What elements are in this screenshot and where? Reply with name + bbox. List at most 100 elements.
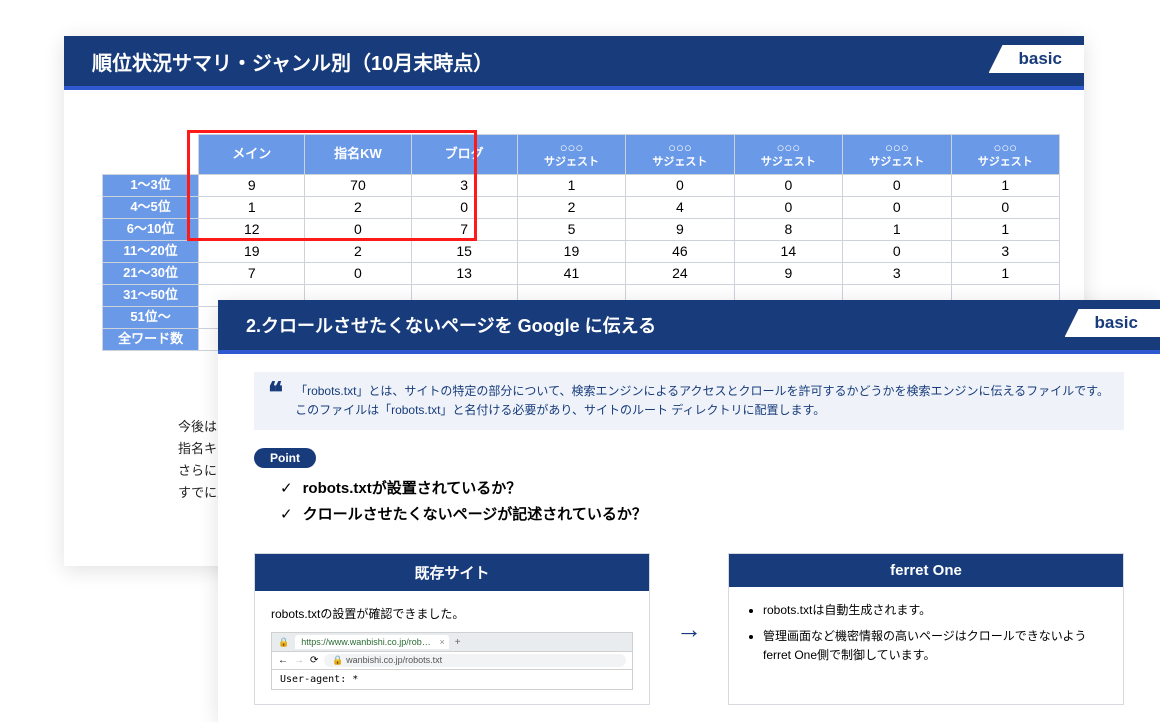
table-cell: 2 <box>305 197 411 219</box>
slide1-badge: basic <box>989 45 1084 73</box>
point-item: ✓robots.txtが設置されているか？ <box>280 476 1124 502</box>
new-tab-button[interactable]: + <box>455 637 461 648</box>
slide-robots-txt: 2.クロールさせたくないページを Google に伝える basic ❝ 「ro… <box>218 300 1160 722</box>
table-cell: 9 <box>199 175 305 197</box>
arrow-icon: → <box>676 614 702 645</box>
col-ferret-one: ferret One robots.txtは自動生成されます。 管理画面など機密… <box>728 553 1124 705</box>
nav-fwd-icon[interactable]: → <box>294 655 304 666</box>
table-cell: 1 <box>951 219 1060 241</box>
table-cell: 19 <box>517 241 625 263</box>
table-cell: 2 <box>517 197 625 219</box>
row-label: 21～30位 <box>103 263 199 285</box>
list-item: robots.txtは自動生成されます。 <box>763 601 1107 620</box>
url-field[interactable]: 🔒 wanbishi.co.jp/robots.txt <box>324 654 626 667</box>
table-cell: 0 <box>843 241 951 263</box>
slide1-title: 順位状況サマリ・ジャンル別（10月末時点） <box>92 47 493 76</box>
table-cell: 1 <box>517 175 625 197</box>
table-row: 6～10位120759811 <box>103 219 1060 241</box>
col-sug-1: ○○○サジェスト <box>626 135 734 175</box>
table-cell: 3 <box>411 175 517 197</box>
slide2-body: ❝ 「robots.txt」とは、サイトの特定の部分について、検索エンジンによる… <box>218 354 1160 705</box>
col-sug-0: ○○○サジェスト <box>517 135 625 175</box>
table-cell: 0 <box>305 263 411 285</box>
col-existing-body: robots.txtの設置が確認できました。 🔒 https://www.wan… <box>255 591 649 704</box>
table-cell: 19 <box>199 241 305 263</box>
table-cell: 3 <box>843 263 951 285</box>
table-cell: 70 <box>305 175 411 197</box>
table-cell: 0 <box>843 197 951 219</box>
check-icon: ✓ <box>280 480 293 497</box>
table-cell: 3 <box>951 241 1060 263</box>
table-cell: 0 <box>951 197 1060 219</box>
table-cell: 0 <box>734 175 842 197</box>
slide2-badge: basic <box>1065 309 1160 337</box>
quote-text: 「robots.txt」とは、サイトの特定の部分について、検索エンジンによるアク… <box>295 382 1110 420</box>
table-cell: 2 <box>305 241 411 263</box>
nav-back-icon[interactable]: ← <box>278 655 288 666</box>
table-cell: 1 <box>951 263 1060 285</box>
check-icon: ✓ <box>280 506 293 523</box>
row-label: 1～3位 <box>103 175 199 197</box>
slide2-title: 2.クロールさせたくないページを Google に伝える <box>246 312 656 338</box>
table-cell: 0 <box>305 219 411 241</box>
browser-addr-bar: ← → ⟳ 🔒 wanbishi.co.jp/robots.txt <box>272 652 632 670</box>
table-cell: 15 <box>411 241 517 263</box>
ferret-list: robots.txtは自動生成されます。 管理画面など機密情報の高いページはクロ… <box>745 601 1107 665</box>
lock-icon: 🔒 <box>332 655 343 665</box>
table-cell: 0 <box>411 197 517 219</box>
table-cell: 1 <box>843 219 951 241</box>
col-sug-3: ○○○サジェスト <box>843 135 951 175</box>
table-cell: 41 <box>517 263 625 285</box>
table-cell: 24 <box>626 263 734 285</box>
point-list: ✓robots.txtが設置されているか？ ✓クロールさせたくないページが記述さ… <box>280 476 1124 527</box>
row-label: 31～50位 <box>103 285 199 307</box>
reload-icon[interactable]: ⟳ <box>310 655 318 666</box>
table-row: 1～3位970310001 <box>103 175 1060 197</box>
point-label: Point <box>254 448 316 468</box>
col-shimei: 指名KW <box>305 135 411 175</box>
table-corner <box>103 135 199 175</box>
table-cell: 7 <box>411 219 517 241</box>
table-cell: 7 <box>199 263 305 285</box>
table-cell: 14 <box>734 241 842 263</box>
table-cell: 9 <box>626 219 734 241</box>
table-cell: 8 <box>734 219 842 241</box>
quote-box: ❝ 「robots.txt」とは、サイトの特定の部分について、検索エンジンによる… <box>254 372 1124 430</box>
table-cell: 0 <box>626 175 734 197</box>
table-cell: 1 <box>951 175 1060 197</box>
table-cell: 0 <box>734 197 842 219</box>
col-ferret-title: ferret One <box>729 554 1123 587</box>
list-item: 管理画面など機密情報の高いページはクロールできないようferret One側で制… <box>763 627 1107 665</box>
browser-tab[interactable]: https://www.wanbishi.co.jp/rob… <box>295 635 449 649</box>
col-sug-2: ○○○サジェスト <box>734 135 842 175</box>
lock-icon: 🔒 <box>278 637 289 648</box>
table-cell: 12 <box>199 219 305 241</box>
table-cell: 0 <box>843 175 951 197</box>
table-cell: 13 <box>411 263 517 285</box>
row-label: 4～5位 <box>103 197 199 219</box>
table-row: 11～20位1921519461403 <box>103 241 1060 263</box>
table-cell: 4 <box>626 197 734 219</box>
col-main: メイン <box>199 135 305 175</box>
col-existing-site: 既存サイト robots.txtの設置が確認できました。 🔒 https://w… <box>254 553 650 705</box>
table-cell: 5 <box>517 219 625 241</box>
row-label: 11～20位 <box>103 241 199 263</box>
quote-icon: ❝ <box>268 382 283 420</box>
table-cell: 46 <box>626 241 734 263</box>
point-item: ✓クロールさせたくないページが記述されているか？ <box>280 502 1124 528</box>
row-label: 6～10位 <box>103 219 199 241</box>
browser-mock: 🔒 https://www.wanbishi.co.jp/rob… + ← → … <box>271 632 633 690</box>
row-label: 全ワード数 <box>103 329 199 351</box>
slide2-title-bar: 2.クロールさせたくないページを Google に伝える basic <box>218 300 1160 350</box>
table-cell: 9 <box>734 263 842 285</box>
col-existing-title: 既存サイト <box>255 554 649 591</box>
table-row: 21～30位70134124931 <box>103 263 1060 285</box>
two-column-compare: 既存サイト robots.txtの設置が確認できました。 🔒 https://w… <box>254 553 1124 705</box>
row-label: 51位～ <box>103 307 199 329</box>
existing-subtitle: robots.txtの設置が確認できました。 <box>271 605 633 622</box>
slide1-title-bar: 順位状況サマリ・ジャンル別（10月末時点） basic <box>64 36 1084 86</box>
table-row: 4～5位12024000 <box>103 197 1060 219</box>
table-cell: 1 <box>199 197 305 219</box>
col-sug-4: ○○○サジェスト <box>951 135 1060 175</box>
col-blog: ブログ <box>411 135 517 175</box>
